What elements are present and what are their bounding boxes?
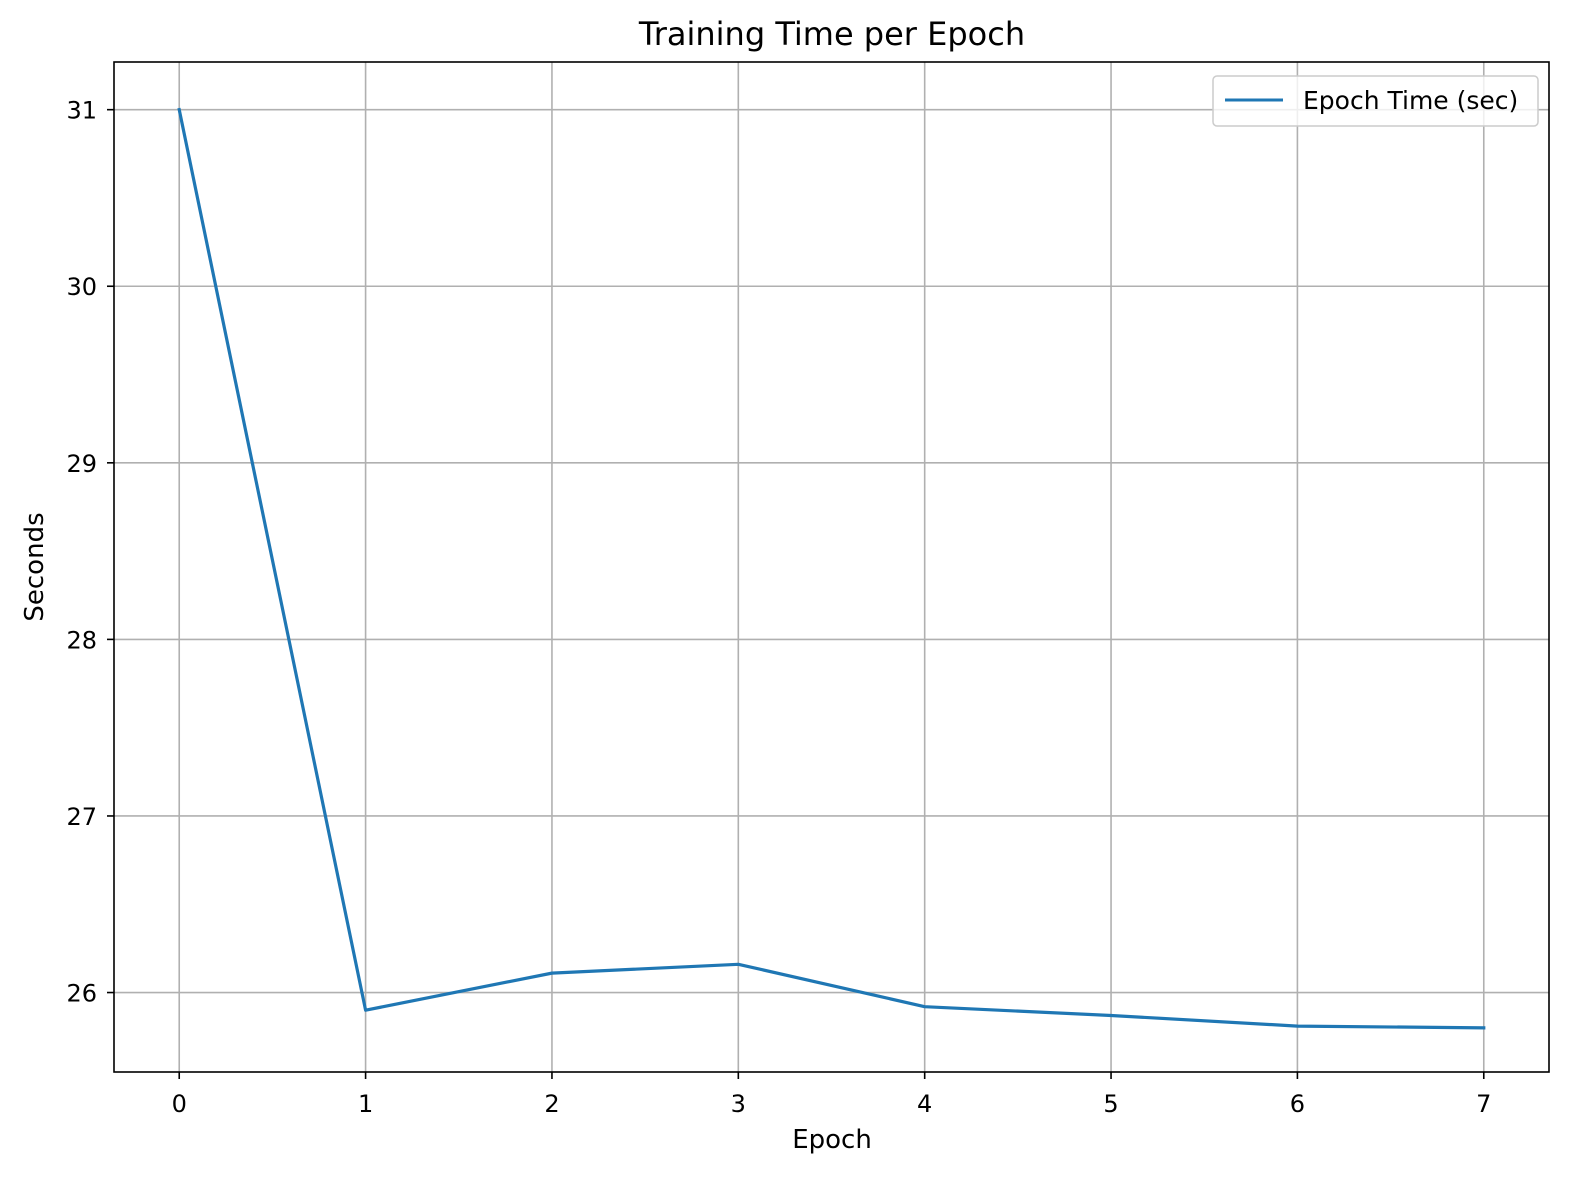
x-tick-label: 3 bbox=[731, 1090, 746, 1118]
chart-title: Training Time per Epoch bbox=[638, 15, 1025, 53]
y-tick-label: 26 bbox=[66, 980, 97, 1008]
y-tick-label: 28 bbox=[66, 626, 97, 654]
x-tick-label: 5 bbox=[1103, 1090, 1118, 1118]
x-tick-label: 7 bbox=[1476, 1090, 1491, 1118]
y-tick-label: 31 bbox=[66, 97, 97, 125]
series-line bbox=[177, 107, 1486, 1030]
legend: Epoch Time (sec) bbox=[1212, 75, 1539, 127]
legend-box bbox=[1212, 75, 1539, 127]
y-axis-ticks: 26 27 28 29 30 31 bbox=[66, 97, 114, 1008]
y-tick-label: 29 bbox=[66, 450, 97, 478]
x-axis-ticks: 0 1 2 3 4 5 6 7 bbox=[172, 1072, 1491, 1118]
x-tick-label: 2 bbox=[544, 1090, 559, 1118]
y-axis-label: Seconds bbox=[20, 512, 50, 621]
y-tick-label: 27 bbox=[66, 803, 97, 831]
x-axis-label: Epoch bbox=[792, 1125, 872, 1155]
series-layer bbox=[177, 107, 1486, 1030]
x-tick-label: 6 bbox=[1290, 1090, 1305, 1118]
y-tick-label: 30 bbox=[66, 273, 97, 301]
grid-lines bbox=[114, 62, 1549, 1072]
plot-frame bbox=[113, 61, 1550, 1073]
x-tick-label: 0 bbox=[172, 1090, 187, 1118]
x-tick-label: 4 bbox=[917, 1090, 932, 1118]
legend-label: Epoch Time (sec) bbox=[1303, 86, 1518, 115]
x-tick-label: 1 bbox=[358, 1090, 373, 1118]
